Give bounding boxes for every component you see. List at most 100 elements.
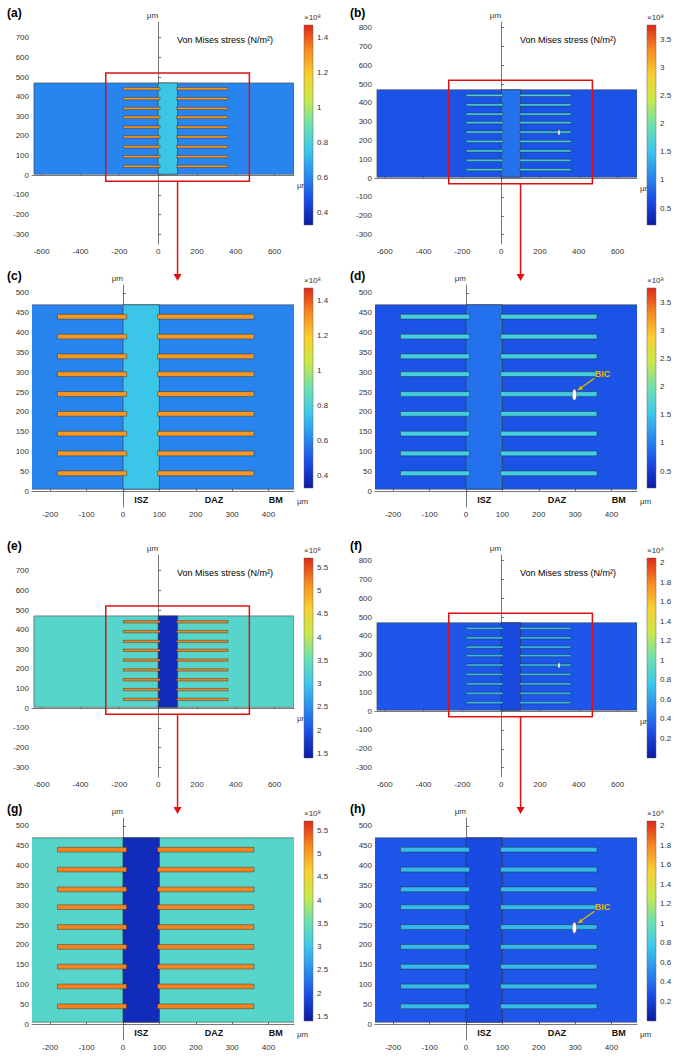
svg-text:(g): (g)	[7, 802, 22, 816]
svg-text:5.5: 5.5	[317, 826, 329, 835]
svg-text:-100: -100	[356, 192, 373, 201]
svg-text:450: 450	[16, 841, 30, 850]
svg-text:BM: BM	[612, 1028, 626, 1038]
svg-text:0: 0	[156, 780, 161, 789]
svg-text:Von Mises stress (N/m²): Von Mises stress (N/m²)	[520, 35, 616, 45]
svg-text:ISZ: ISZ	[477, 495, 492, 505]
svg-text:200: 200	[532, 510, 546, 519]
svg-text:0.2: 0.2	[660, 734, 672, 743]
svg-text:μm: μm	[455, 807, 467, 816]
svg-text:1.4: 1.4	[317, 33, 329, 42]
svg-text:0.8: 0.8	[317, 138, 329, 147]
svg-text:-600: -600	[34, 780, 51, 789]
svg-text:2: 2	[660, 382, 665, 391]
svg-text:0: 0	[25, 487, 30, 496]
svg-text:μm: μm	[640, 1030, 652, 1039]
svg-text:-200: -200	[111, 780, 128, 789]
svg-text:200: 200	[190, 247, 204, 256]
svg-text:200: 200	[189, 510, 203, 519]
svg-text:-200: -200	[454, 247, 471, 256]
svg-text:500: 500	[359, 613, 373, 622]
svg-text:ISZ: ISZ	[477, 1028, 492, 1038]
svg-text:0.6: 0.6	[660, 958, 672, 967]
svg-text:-100: -100	[13, 190, 30, 199]
svg-text:ISZ: ISZ	[134, 495, 149, 505]
svg-text:(h): (h)	[350, 802, 365, 816]
svg-text:0.8: 0.8	[660, 675, 672, 684]
svg-text:100: 100	[16, 684, 30, 693]
svg-text:1.4: 1.4	[317, 296, 329, 305]
svg-text:150: 150	[359, 960, 373, 969]
svg-text:400: 400	[359, 631, 373, 640]
svg-text:5: 5	[317, 849, 322, 858]
svg-text:-600: -600	[34, 247, 51, 256]
svg-text:1.6: 1.6	[660, 597, 672, 606]
svg-text:350: 350	[16, 881, 30, 890]
svg-text:BM: BM	[269, 1028, 283, 1038]
svg-text:μm: μm	[112, 807, 124, 816]
svg-text:100: 100	[359, 980, 373, 989]
svg-text:-200: -200	[356, 744, 373, 753]
svg-text:0: 0	[156, 247, 161, 256]
svg-text:5: 5	[317, 586, 322, 595]
svg-text:μm: μm	[490, 11, 502, 20]
svg-text:-300: -300	[13, 230, 30, 239]
svg-text:0.4: 0.4	[660, 714, 672, 723]
svg-text:200: 200	[533, 247, 547, 256]
svg-text:(a): (a)	[7, 6, 22, 20]
svg-text:-300: -300	[356, 230, 373, 239]
svg-text:-100: -100	[356, 725, 373, 734]
svg-text:Von Mises stress (N/m²): Von Mises stress (N/m²)	[177, 35, 273, 45]
svg-text:(b): (b)	[350, 6, 365, 20]
svg-text:250: 250	[16, 388, 30, 397]
svg-text:0: 0	[368, 174, 373, 183]
svg-text:3.5: 3.5	[317, 656, 329, 665]
svg-text:1.8: 1.8	[660, 841, 672, 850]
svg-text:μm: μm	[147, 544, 159, 553]
svg-text:400: 400	[16, 92, 30, 101]
svg-text:50: 50	[363, 1000, 372, 1009]
svg-text:300: 300	[16, 645, 30, 654]
svg-text:0: 0	[25, 1020, 30, 1029]
svg-text:350: 350	[359, 348, 373, 357]
svg-text:100: 100	[496, 1043, 510, 1052]
svg-text:2.5: 2.5	[317, 965, 329, 974]
svg-text:-200: -200	[42, 1043, 59, 1052]
svg-text:400: 400	[16, 861, 30, 870]
svg-text:400: 400	[359, 861, 373, 870]
svg-text:200: 200	[190, 780, 204, 789]
svg-text:0: 0	[121, 1043, 126, 1052]
svg-text:300: 300	[359, 368, 373, 377]
svg-text:3.5: 3.5	[660, 298, 672, 307]
svg-text:100: 100	[153, 1043, 167, 1052]
svg-text:0: 0	[499, 247, 504, 256]
svg-text:3: 3	[660, 63, 665, 72]
svg-text:250: 250	[16, 921, 30, 930]
svg-text:150: 150	[16, 427, 30, 436]
svg-text:1.5: 1.5	[660, 147, 672, 156]
svg-text:×10⁸: ×10⁸	[304, 276, 321, 285]
svg-text:100: 100	[16, 447, 30, 456]
svg-text:500: 500	[359, 288, 373, 297]
svg-text:500: 500	[16, 73, 30, 82]
svg-text:μm: μm	[455, 274, 467, 283]
svg-text:-200: -200	[356, 211, 373, 220]
svg-text:300: 300	[359, 650, 373, 659]
svg-text:400: 400	[605, 1043, 619, 1052]
svg-text:700: 700	[16, 566, 30, 575]
svg-text:-400: -400	[416, 780, 433, 789]
svg-text:Von Mises stress (N/m²): Von Mises stress (N/m²)	[177, 568, 273, 578]
svg-text:0: 0	[368, 487, 373, 496]
svg-text:-200: -200	[385, 510, 402, 519]
svg-text:2.5: 2.5	[660, 91, 672, 100]
svg-text:2: 2	[660, 558, 665, 567]
svg-text:0.8: 0.8	[317, 401, 329, 410]
svg-text:DAZ: DAZ	[205, 495, 224, 505]
svg-text:-200: -200	[13, 743, 30, 752]
svg-text:400: 400	[262, 510, 276, 519]
svg-text:4: 4	[317, 896, 322, 905]
svg-text:0: 0	[499, 780, 504, 789]
svg-text:1.6: 1.6	[660, 860, 672, 869]
svg-text:600: 600	[611, 247, 625, 256]
svg-text:BM: BM	[612, 495, 626, 505]
